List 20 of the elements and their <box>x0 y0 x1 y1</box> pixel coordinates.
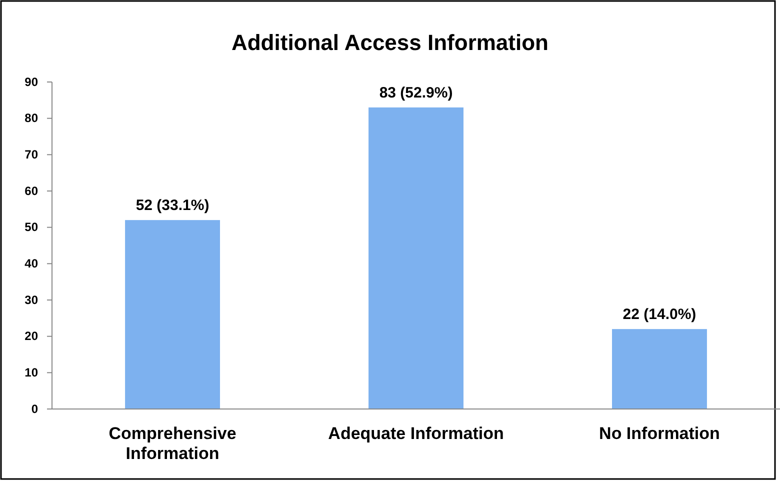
chart-title: Additional Access Information <box>231 30 549 55</box>
y-tick-label: 20 <box>24 329 38 344</box>
data-label: 52 (33.1%) <box>136 197 210 214</box>
y-tick-label: 60 <box>24 184 38 198</box>
bar <box>368 107 464 409</box>
y-tick-label: 0 <box>31 402 38 416</box>
y-tick-label: 10 <box>24 366 38 380</box>
y-tick-label: 90 <box>24 74 38 89</box>
y-tick-label: 70 <box>24 148 38 162</box>
y-tick-label: 50 <box>24 220 38 234</box>
x-tick-label: Adequate Information <box>328 424 504 443</box>
bar <box>612 329 707 409</box>
y-tick-label: 40 <box>24 256 38 271</box>
y-tick-label: 80 <box>24 111 38 126</box>
data-label: 22 (14.0%) <box>622 306 696 324</box>
bar <box>125 220 220 409</box>
y-tick-label: 30 <box>24 292 38 307</box>
data-label: 83 (52.9%) <box>379 84 453 102</box>
x-tick-label: No Information <box>599 424 720 443</box>
x-tick-label: Comprehensive Information <box>108 424 236 463</box>
